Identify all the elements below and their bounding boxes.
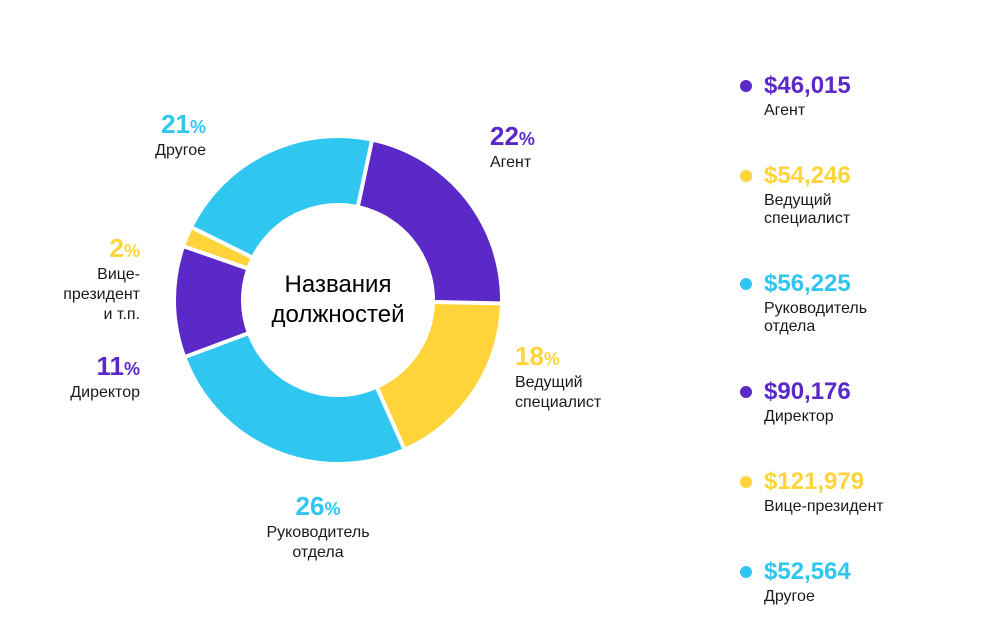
- slice-percent: 22%: [490, 120, 535, 153]
- slice-label-vp: 2%Вице-президенти т.п.: [63, 232, 140, 325]
- legend-bullet-icon: [740, 386, 752, 398]
- legend-bullet-icon: [740, 566, 752, 578]
- percent-sign: %: [124, 359, 140, 379]
- legend-label: Ведущийспециалист: [764, 192, 884, 228]
- slice-label-director: 11%Директор: [70, 350, 140, 403]
- legend-item: $46,015 Агент: [740, 72, 884, 120]
- legend-item: $52,564 Другое: [740, 558, 884, 606]
- legend-item: $56,225Руководительотдела: [740, 270, 884, 336]
- legend-value: $121,979: [764, 468, 864, 496]
- legend-value: $54,246: [764, 162, 851, 190]
- legend-value: $52,564: [764, 558, 851, 586]
- slice-name: Вице-президенти т.п.: [63, 265, 140, 325]
- slice-label-head: 26%Руководительотдела: [218, 490, 418, 563]
- legend-value-row: $121,979: [740, 468, 884, 496]
- legend-value: $90,176: [764, 378, 851, 406]
- percent-sign: %: [124, 241, 140, 261]
- legend-bullet-icon: [740, 80, 752, 92]
- legend-value-row: $56,225: [740, 270, 884, 298]
- legend-bullet-icon: [740, 476, 752, 488]
- slice-percent-value: 18: [515, 341, 544, 371]
- slice-name: Ведущийспециалист: [515, 373, 601, 413]
- percent-sign: %: [544, 349, 560, 369]
- legend-item: $54,246Ведущийспециалист: [740, 162, 884, 228]
- slice-percent: 11%: [70, 350, 140, 383]
- slice-percent: 18%: [515, 340, 601, 373]
- legend-value: $56,225: [764, 270, 851, 298]
- percent-sign: %: [190, 117, 206, 137]
- slice-percent-value: 22: [490, 121, 519, 151]
- legend-label: Агент: [764, 102, 884, 120]
- legend: $46,015 Агент $54,246Ведущийспециалист $56,…: [740, 72, 884, 606]
- slice-label-other: 21%Другое: [155, 108, 206, 161]
- slice-name: Директор: [70, 383, 140, 403]
- percent-sign: %: [519, 129, 535, 149]
- slice-percent-value: 2: [110, 233, 124, 263]
- slice-label-lead: 18%Ведущийспециалист: [515, 340, 601, 413]
- legend-value-row: $90,176: [740, 378, 884, 406]
- legend-bullet-icon: [740, 278, 752, 290]
- legend-value-row: $54,246: [740, 162, 884, 190]
- legend-value: $46,015: [764, 72, 851, 100]
- slice-percent: 21%: [155, 108, 206, 141]
- percent-sign: %: [324, 499, 340, 519]
- slice-label-agent: 22%Агент: [490, 120, 535, 173]
- slice-percent-value: 21: [161, 109, 190, 139]
- legend-bullet-icon: [740, 170, 752, 182]
- legend-item: $121,979 Вице-президент: [740, 468, 884, 516]
- legend-label: Директор: [764, 408, 884, 426]
- slice-name: Другое: [155, 141, 206, 161]
- legend-label: Руководительотдела: [764, 300, 884, 336]
- slice-name: Агент: [490, 153, 535, 173]
- slice-percent-value: 26: [296, 491, 325, 521]
- slice-percent: 2%: [63, 232, 140, 265]
- legend-label: Другое: [764, 588, 884, 606]
- slice-percent: 26%: [218, 490, 418, 523]
- legend-value-row: $46,015: [740, 72, 884, 100]
- legend-label: Вице-президент: [764, 498, 884, 516]
- legend-item: $90,176 Директор: [740, 378, 884, 426]
- slice-name: Руководительотдела: [218, 523, 418, 563]
- legend-value-row: $52,564: [740, 558, 884, 586]
- slice-percent-value: 11: [96, 351, 124, 381]
- chart-root: Названия должностей 22%Агент18%Ведущийсп…: [0, 0, 992, 628]
